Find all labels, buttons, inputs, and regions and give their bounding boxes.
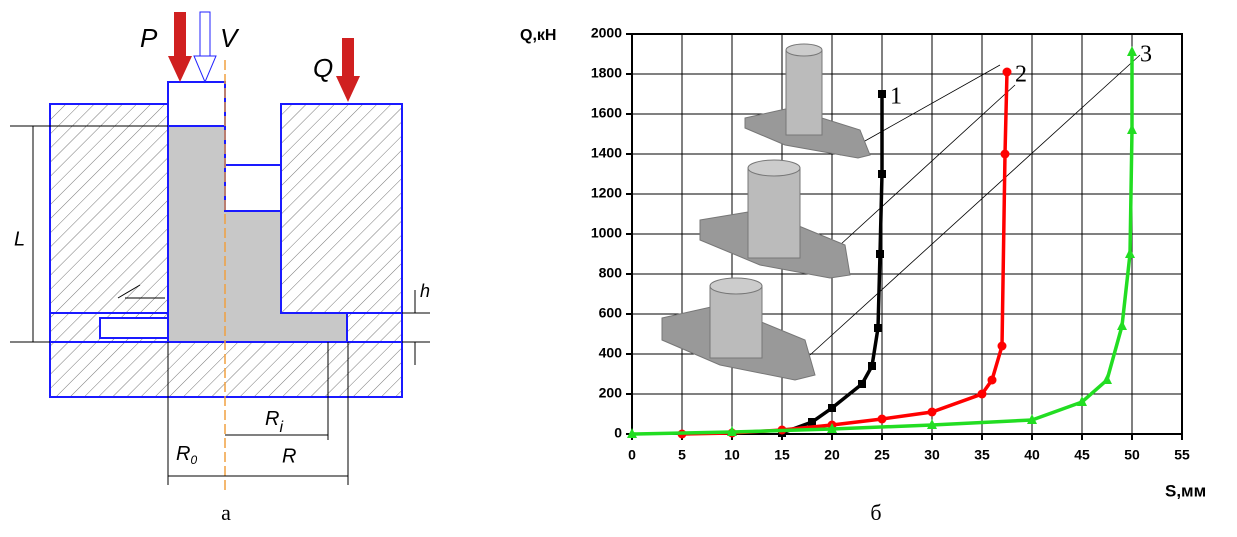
curves: 1 2 3: [627, 42, 1152, 439]
series-label: 2: [1015, 62, 1027, 88]
x-tick-label: 25: [874, 447, 890, 463]
series-label: 1: [890, 84, 902, 110]
marker: [1002, 67, 1012, 77]
x-tick-label: 50: [1124, 447, 1140, 463]
load-arrows: [168, 11, 360, 102]
marker: [878, 170, 886, 178]
y-tick-label: 1800: [591, 65, 622, 81]
marker: [1000, 149, 1010, 159]
part-images: [661, 43, 1141, 381]
marker: [727, 426, 737, 436]
marker: [828, 404, 836, 412]
label: P: [140, 23, 158, 53]
marker: [877, 414, 887, 424]
marker: [977, 389, 987, 399]
y-tick-label: 600: [599, 305, 623, 321]
label: h: [420, 281, 430, 301]
marker: [868, 362, 876, 370]
y-tick-label: 200: [599, 385, 623, 401]
x-tick-label: 30: [924, 447, 940, 463]
marker: [927, 407, 937, 417]
label: Q: [313, 53, 333, 83]
label: R: [176, 443, 190, 465]
marker: [1102, 374, 1112, 384]
x-tick-label: 40: [1024, 447, 1040, 463]
marker: [808, 418, 816, 426]
y-tick-label: 2000: [591, 25, 622, 41]
marker: [1125, 248, 1135, 258]
label: R0: [176, 443, 197, 467]
diagram: [49, 60, 403, 490]
x-tick-label: 55: [1174, 447, 1190, 463]
label: R: [265, 408, 279, 430]
label: R: [282, 445, 296, 467]
marker: [1127, 46, 1137, 56]
y-tick-label: 800: [599, 265, 623, 281]
marker: [1127, 124, 1137, 134]
x-tick-label: 10: [724, 447, 740, 463]
y-tick-label: 1400: [591, 145, 622, 161]
y-tick-label: 0: [614, 425, 622, 441]
x-tick-label: 35: [974, 447, 990, 463]
diagram-labels: P V Q L h Ri R0 R: [14, 23, 430, 467]
x-tick-label: 45: [1074, 447, 1090, 463]
marker: [1117, 320, 1127, 330]
label: L: [14, 228, 25, 250]
x-tick-label: 0: [628, 447, 636, 463]
marker: [1027, 414, 1037, 424]
marker: [987, 375, 997, 385]
y-tick-label: 1200: [591, 185, 622, 201]
y-tick-label: 1600: [591, 105, 622, 121]
x-axis-label: S,мм: [1165, 481, 1206, 500]
marker: [927, 419, 937, 429]
marker: [876, 250, 884, 258]
label: V: [220, 23, 240, 53]
label: i: [279, 419, 283, 436]
marker: [878, 90, 886, 98]
marker: [874, 324, 882, 332]
caption: б: [870, 500, 881, 525]
x-tick-label: 20: [824, 447, 840, 463]
series-label: 3: [1140, 42, 1152, 68]
label: Ri: [265, 408, 283, 436]
marker: [627, 428, 637, 438]
plot-frame: [631, 33, 1183, 435]
diagram-dimensions: [10, 125, 430, 485]
x-tick-label: 5: [678, 447, 686, 463]
marker: [827, 423, 837, 433]
x-tick-label: 15: [774, 447, 790, 463]
label: 0: [190, 453, 197, 467]
marker: [997, 341, 1007, 351]
y-axis-label: Q,кН: [520, 27, 556, 44]
caption: а: [221, 500, 231, 525]
y-tick-label: 400: [599, 345, 623, 361]
marker: [1077, 396, 1087, 406]
y-tick-label: 1000: [591, 225, 622, 241]
marker: [858, 380, 866, 388]
